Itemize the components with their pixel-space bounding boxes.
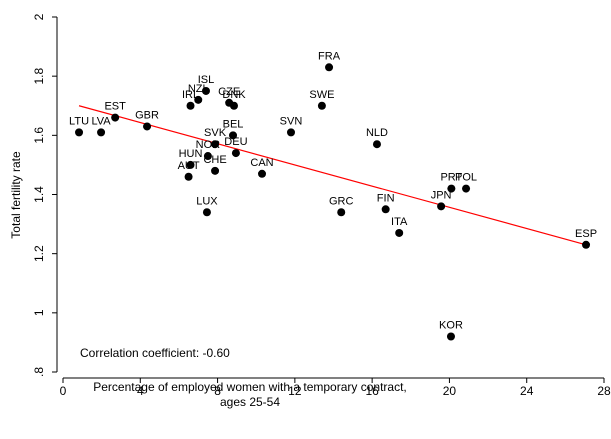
point bbox=[202, 208, 211, 217]
x-tick-label: 8 bbox=[214, 384, 221, 398]
point-label: LUX bbox=[196, 195, 218, 207]
point-label: LVA bbox=[91, 115, 111, 127]
point-label: EST bbox=[104, 101, 126, 113]
point-label: PRT bbox=[440, 172, 462, 184]
point bbox=[381, 205, 390, 214]
point-label: CAN bbox=[250, 157, 273, 169]
y-axis-label: Total fertility rate bbox=[9, 151, 23, 239]
point bbox=[337, 208, 346, 217]
point bbox=[143, 122, 152, 131]
point bbox=[111, 113, 120, 122]
y-tick-label: 2 bbox=[32, 13, 46, 20]
point bbox=[446, 332, 455, 341]
point bbox=[186, 101, 195, 110]
x-tick-label: 20 bbox=[443, 384, 457, 398]
point bbox=[229, 101, 238, 110]
y-tick-label: 1.8 bbox=[32, 68, 46, 85]
point-label: NLD bbox=[366, 127, 388, 139]
point-label: LTU bbox=[69, 115, 89, 127]
point bbox=[184, 172, 193, 181]
point-label: SVN bbox=[280, 115, 303, 127]
point-label: NOR bbox=[196, 139, 221, 151]
point-label: POL bbox=[455, 172, 477, 184]
point bbox=[75, 128, 84, 137]
x-axis-label: Percentage of employed women with a temp… bbox=[93, 380, 407, 394]
point-label: GRC bbox=[329, 195, 354, 207]
point bbox=[229, 131, 238, 140]
x-tick-label: 0 bbox=[60, 384, 67, 398]
point bbox=[317, 101, 326, 110]
fit-line bbox=[78, 105, 587, 246]
point-label: IRL bbox=[182, 89, 199, 101]
point-label: KOR bbox=[439, 320, 463, 332]
point bbox=[258, 169, 267, 178]
point-label: AUT bbox=[178, 160, 200, 172]
point-label: GBR bbox=[135, 109, 159, 121]
y-tick-label: 1.6 bbox=[32, 127, 46, 144]
point-label: DEU bbox=[224, 136, 247, 148]
point-label: SVK bbox=[204, 127, 227, 139]
point bbox=[201, 86, 210, 95]
point bbox=[211, 166, 220, 175]
point-label: FIN bbox=[377, 192, 395, 204]
point-label: SWE bbox=[309, 89, 334, 101]
y-tick-label: 1 bbox=[32, 309, 46, 316]
x-tick-label: 16 bbox=[365, 384, 379, 398]
x-tick-label: 28 bbox=[597, 384, 611, 398]
point-label: CHE bbox=[203, 154, 226, 166]
y-tick-label: .8 bbox=[32, 367, 46, 377]
point-label: DNK bbox=[222, 89, 246, 101]
point bbox=[211, 140, 220, 149]
point-label: CZE bbox=[218, 86, 240, 98]
y-tick-label: 1.2 bbox=[32, 245, 46, 262]
point bbox=[437, 202, 446, 211]
point bbox=[186, 160, 195, 169]
x-tick-label: 4 bbox=[137, 384, 144, 398]
point bbox=[372, 140, 381, 149]
x-axis-label: ages 25-54 bbox=[220, 395, 280, 409]
point bbox=[231, 149, 240, 158]
point bbox=[286, 128, 295, 137]
point bbox=[462, 184, 471, 193]
point-label: ISL bbox=[198, 74, 215, 86]
point bbox=[582, 240, 591, 249]
point bbox=[203, 152, 212, 161]
point bbox=[325, 63, 334, 72]
annotation: Correlation coefficient: -0.60 bbox=[80, 346, 230, 360]
point bbox=[447, 184, 456, 193]
point-label: ITA bbox=[391, 216, 408, 228]
point bbox=[97, 128, 106, 137]
point bbox=[194, 95, 203, 104]
point-label: HUN bbox=[179, 148, 203, 160]
y-tick-label: 1.4 bbox=[32, 186, 46, 203]
point-label: JPN bbox=[431, 189, 452, 201]
point-label: FRA bbox=[318, 50, 341, 62]
point-label: BEL bbox=[223, 118, 244, 130]
x-tick-label: 24 bbox=[520, 384, 534, 398]
point-label: ESP bbox=[575, 228, 597, 240]
point bbox=[395, 228, 404, 237]
x-tick-label: 12 bbox=[288, 384, 302, 398]
